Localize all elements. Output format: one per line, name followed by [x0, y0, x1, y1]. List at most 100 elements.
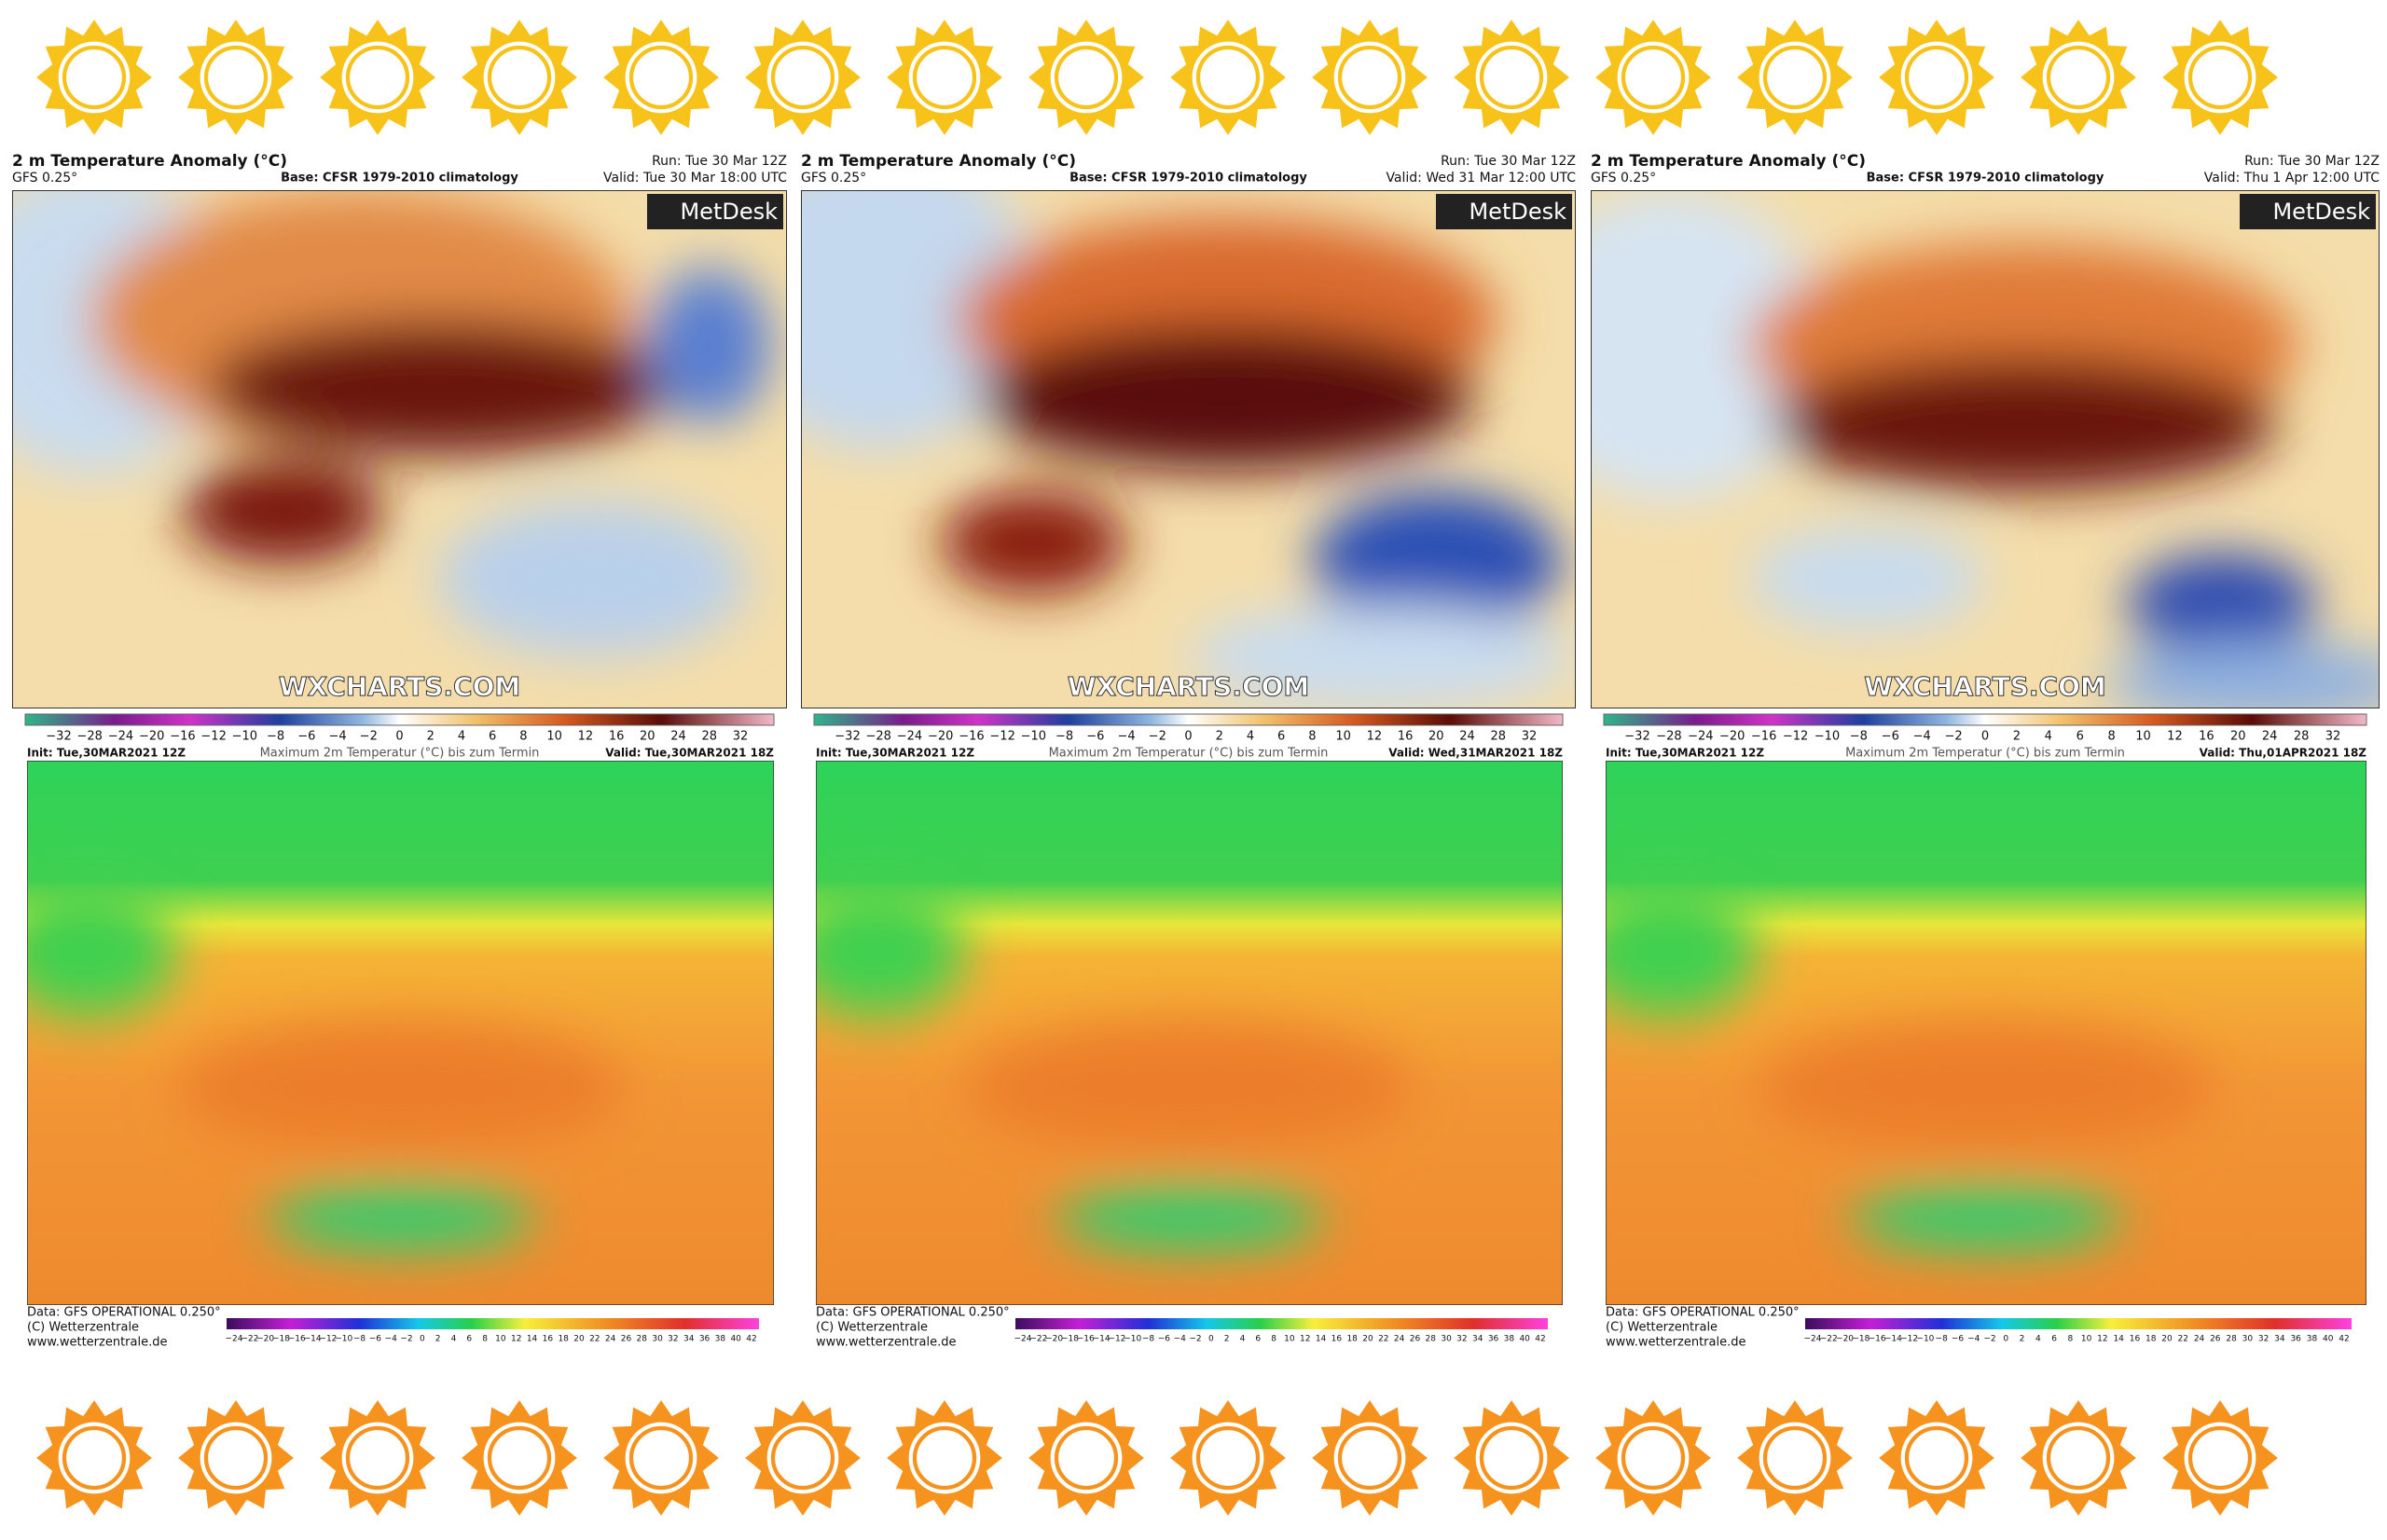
- colorbar-label: 12: [511, 1335, 521, 1344]
- colorbar-label: 6: [1277, 730, 1285, 744]
- field: [1055, 1185, 1324, 1251]
- colorbar-label: 2: [1224, 1335, 1230, 1344]
- field: [1188, 604, 1576, 708]
- colorbar-label: −2: [360, 730, 378, 744]
- colorbar-label: 38: [2307, 1335, 2318, 1344]
- colorbar-label: −8: [353, 1335, 366, 1344]
- colorbar-label: −12: [1108, 1335, 1125, 1344]
- colorbar-label: −14: [1884, 1335, 1902, 1344]
- colorbar-label: 34: [1472, 1335, 1483, 1344]
- valid-label-2: Valid: Wed,31MAR2021 18Z: [1388, 747, 1563, 760]
- sun-icon: [603, 1400, 719, 1516]
- colorbar-label: −28: [77, 730, 103, 744]
- anomaly-map: MetDesk WXCHARTS.COM: [801, 190, 1576, 708]
- colorbar-label: −2: [400, 1335, 412, 1344]
- sun-icon: [178, 20, 294, 135]
- field: [266, 1185, 535, 1251]
- field: [205, 320, 671, 455]
- valid-label: Valid: Thu 1 Apr 12:00 UTC: [2204, 171, 2380, 186]
- colorbar-label: −8: [1850, 730, 1868, 744]
- max-temp-map: [27, 761, 774, 1305]
- sun-icon: [1595, 1400, 1711, 1516]
- colorbar-label: −10: [335, 1335, 352, 1344]
- colorbar-label: 0: [1981, 730, 1989, 744]
- field: [182, 460, 384, 564]
- colorbar-label: 16: [2130, 1335, 2141, 1344]
- sun-icon: [1595, 20, 1711, 135]
- field: [27, 886, 177, 1017]
- colorbar-label: 36: [1488, 1335, 1499, 1344]
- sun-icon: [887, 1400, 1002, 1516]
- run-label: Run: Tue 30 Mar 12Z: [2244, 154, 2380, 169]
- colorbar-label: −16: [1869, 1335, 1886, 1344]
- colorbar-label: −6: [297, 730, 315, 744]
- param-label: Maximum 2m Temperatur (°C) bis zum Termi…: [1845, 747, 2125, 761]
- colorbar-label: 30: [1441, 1335, 1452, 1344]
- field: [801, 190, 1034, 449]
- colorbar-label: −6: [1952, 1335, 1965, 1344]
- colorbar-label: 18: [1346, 1335, 1358, 1344]
- colorbar-label: 4: [1240, 1335, 1246, 1344]
- param-label: Maximum 2m Temperatur (°C) bis zum Termi…: [260, 747, 540, 761]
- colorbar-label: −18: [1852, 1335, 1870, 1344]
- colorbar-label: 4: [2035, 1335, 2041, 1344]
- model-label: GFS 0.25°: [801, 171, 866, 186]
- colorbar-label: −16: [288, 1335, 306, 1344]
- colorbar-label: −6: [1158, 1335, 1171, 1344]
- field: [647, 268, 772, 424]
- colorbar-label: 24: [605, 1335, 616, 1344]
- source-url: www.wetterzentrale.de: [816, 1336, 956, 1350]
- sun-icon: [1879, 1400, 1994, 1516]
- copyright: (C) Wetterzentrale: [27, 1321, 139, 1335]
- colorbar-label: 4: [451, 1335, 457, 1344]
- map-fields: [816, 886, 1414, 1251]
- colorbar-label: −12: [1783, 730, 1808, 744]
- colorbar-label: −28: [1656, 730, 1681, 744]
- field: [176, 1022, 625, 1153]
- sun-icon: [1737, 20, 1853, 135]
- colorbar-label: 42: [1535, 1335, 1545, 1344]
- colorbar-label: −4: [1913, 730, 1931, 744]
- colorbar-label: 38: [1504, 1335, 1515, 1344]
- brand-box: [2240, 194, 2376, 229]
- colorbar-label: −12: [319, 1335, 337, 1344]
- colorbar: [1603, 713, 2367, 726]
- colorbar-label: −6: [1882, 730, 1899, 744]
- field: [1748, 527, 1985, 631]
- colorbar-label: 22: [2178, 1335, 2188, 1344]
- field: [979, 324, 1475, 471]
- source-url: www.wetterzentrale.de: [27, 1336, 167, 1350]
- colorbar-label: 2: [427, 730, 435, 744]
- colorbar-label: −20: [1836, 1335, 1854, 1344]
- colorbar-label: −6: [369, 1335, 382, 1344]
- colorbar-label: 16: [2199, 730, 2215, 744]
- sun-icon: [2162, 1400, 2278, 1516]
- brand-box: [647, 194, 783, 229]
- colorbar-label: 30: [2242, 1335, 2254, 1344]
- colorbar-label: 16: [543, 1335, 554, 1344]
- colorbar-label: 8: [2107, 730, 2115, 744]
- colorbar-label: 32: [2258, 1335, 2269, 1344]
- colorbar-label: −4: [1117, 730, 1135, 744]
- colorbar-label: 4: [458, 730, 465, 744]
- sun-icon: [2021, 1400, 2136, 1516]
- colorbar-label: −10: [1124, 1335, 1141, 1344]
- colorbar-label: 8: [482, 1335, 488, 1344]
- colorbar-label: 6: [466, 1335, 472, 1344]
- field: [1606, 886, 1759, 1017]
- colorbar-label: −8: [267, 730, 284, 744]
- colorbar-label: 0: [1184, 730, 1192, 744]
- colorbar-label: 28: [2226, 1335, 2237, 1344]
- colorbar-label: −32: [46, 730, 71, 744]
- map-fields: [1591, 190, 2380, 708]
- colorbar-label: −20: [256, 1335, 274, 1344]
- colorbar-label: 20: [640, 730, 655, 744]
- colorbar-label: 0: [395, 730, 403, 744]
- colorbar-label: 2: [1216, 730, 1223, 744]
- valid-label: Valid: Tue 30 Mar 18:00 UTC: [603, 171, 787, 186]
- colorbar-label: 20: [1428, 730, 1444, 744]
- colorbar-label: −24: [1804, 1335, 1822, 1344]
- colorbar-label: 12: [1367, 730, 1383, 744]
- sun-icon: [1170, 1400, 1286, 1516]
- run-label: Run: Tue 30 Mar 12Z: [652, 154, 787, 169]
